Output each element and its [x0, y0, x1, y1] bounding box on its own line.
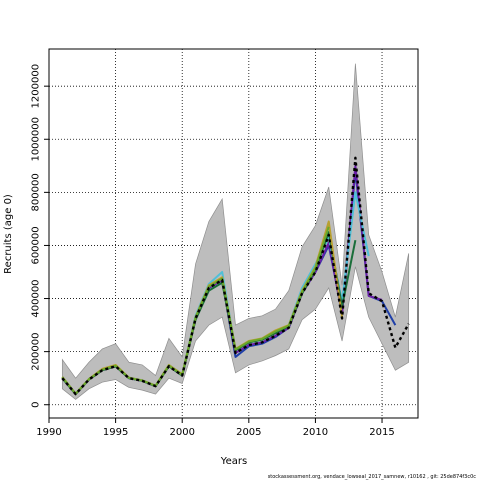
x-axis-title: Years	[220, 456, 247, 467]
y-tick-label: 0	[31, 402, 42, 408]
series-group	[61, 156, 410, 396]
y-tick-label: 600000	[31, 226, 42, 264]
footnote: stockassessment.org, vendace_lowseal_201…	[268, 474, 477, 480]
y-tick-label: 1200000	[31, 64, 42, 109]
x-tick-label: 2010	[303, 427, 328, 438]
confidence-band	[61, 63, 410, 400]
plot-frame	[48, 48, 419, 419]
series-line-1	[61, 156, 410, 396]
x-tick-label: 2000	[169, 427, 194, 438]
y-tick-label: 400000	[31, 279, 42, 317]
y-tick-label: 800000	[31, 173, 42, 211]
x-axis: 1990 1995 2000 2005 2010 2015	[36, 418, 395, 438]
y-axis-title: Recruits (age 0)	[3, 194, 14, 274]
x-tick-label: 2015	[369, 427, 394, 438]
x-tick-label: 1990	[36, 427, 61, 438]
y-tick-label: 200000	[31, 333, 42, 371]
x-tick-label: 2005	[236, 427, 261, 438]
y-axis: 0 200000 400000 600000 800000 1000000 1200000	[31, 64, 49, 408]
plot-area	[48, 48, 419, 419]
y-tick-label: 1000000	[31, 117, 42, 162]
x-tick-label: 1995	[103, 427, 128, 438]
